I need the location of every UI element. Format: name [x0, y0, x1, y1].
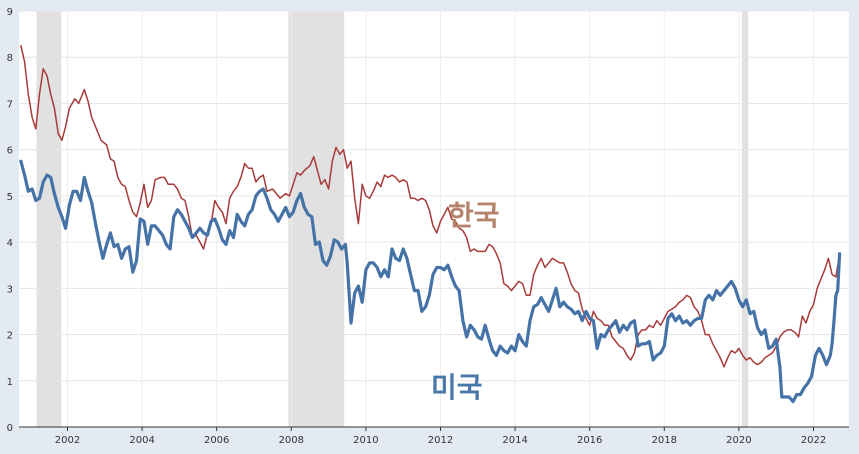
x-tick-label-2002: 2002	[55, 435, 80, 446]
series-line-0	[20, 44, 841, 368]
recession-band-0	[36, 11, 62, 427]
series-label-usa: 미국	[431, 371, 483, 404]
y-tick-label-1: 1	[7, 377, 13, 388]
x-tick-labels: 2002 2004 2006 2008 2010 2012 2014 2016 2018 2020…	[55, 427, 826, 446]
x-tick-label-2020: 2020	[726, 435, 751, 446]
y-tick-label-3: 3	[7, 284, 13, 295]
recession-band-2	[741, 11, 749, 427]
x-tick-label-2004: 2004	[129, 435, 154, 446]
x-tick-label-2006: 2006	[204, 435, 229, 446]
x-tick-label-2016: 2016	[577, 435, 602, 446]
x-tick-label-2012: 2012	[428, 435, 453, 446]
x-tick-label-2010: 2010	[353, 435, 378, 446]
x-tick-label-2022: 2022	[801, 435, 826, 446]
y-tick-labels: 0 1 2 3 4 5 6 7 8 9	[7, 7, 13, 434]
series-label-korea: 한국	[448, 199, 500, 232]
recession-bands	[36, 11, 749, 427]
y-tick-label-8: 8	[7, 53, 13, 64]
x-tick-label-2014: 2014	[502, 435, 527, 446]
y-tick-label-0: 0	[7, 423, 13, 434]
series-lines	[19, 44, 842, 404]
y-tick-label-2: 2	[7, 331, 13, 342]
y-tick-label-5: 5	[7, 192, 13, 203]
recession-band-1	[288, 11, 345, 427]
y-tick-label-6: 6	[7, 146, 13, 157]
y-tick-label-9: 9	[7, 7, 13, 18]
plot-background	[19, 11, 849, 427]
y-tick-label-4: 4	[7, 238, 13, 249]
series-line-1	[19, 159, 842, 404]
y-tick-label-7: 7	[7, 99, 13, 110]
x-tick-label-2008: 2008	[279, 435, 304, 446]
gridlines	[19, 10, 849, 428]
x-tick-label-2018: 2018	[652, 435, 677, 446]
